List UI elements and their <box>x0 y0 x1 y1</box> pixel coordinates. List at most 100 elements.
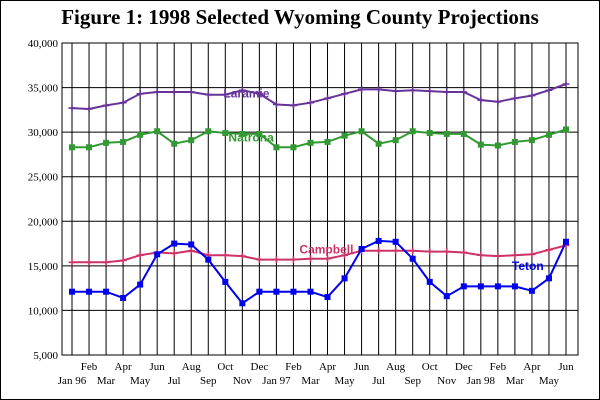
data-point <box>443 130 450 137</box>
data-point <box>511 283 518 290</box>
x-tick-label: May <box>130 375 151 387</box>
data-point <box>119 257 127 265</box>
x-tick-label: Nov <box>233 375 252 387</box>
data-point <box>273 288 280 295</box>
data-point <box>494 283 501 290</box>
x-tick-label: Nov <box>437 375 456 387</box>
data-point <box>272 256 280 264</box>
data-point <box>136 251 144 259</box>
x-tick-label: Mar <box>506 375 525 387</box>
data-point <box>392 87 400 95</box>
y-tick-label: 40,000 <box>28 38 59 50</box>
data-point <box>170 88 178 96</box>
data-point <box>324 294 331 301</box>
data-point <box>358 245 365 252</box>
data-point <box>171 140 178 147</box>
data-point <box>511 251 519 259</box>
data-point <box>255 256 263 264</box>
x-tick-label: Jun <box>150 361 166 373</box>
data-point <box>545 131 552 138</box>
data-point <box>102 258 110 266</box>
series-natrona <box>69 126 569 151</box>
data-point <box>392 247 400 255</box>
x-tick-label: Oct <box>422 361 438 373</box>
data-point <box>460 283 467 290</box>
data-point <box>154 128 161 135</box>
data-point <box>562 80 570 88</box>
x-tick-label: Dec <box>455 361 473 373</box>
data-point <box>545 275 552 282</box>
x-tick-label: May <box>334 375 355 387</box>
data-point <box>494 252 502 260</box>
x-tick-label: Jun <box>354 361 370 373</box>
data-point <box>375 85 383 93</box>
y-tick-label: 35,000 <box>28 83 59 95</box>
data-point <box>102 101 110 109</box>
data-point <box>85 105 93 113</box>
data-point <box>238 252 246 260</box>
data-point <box>120 138 127 145</box>
data-point <box>255 90 263 98</box>
data-point <box>511 138 518 145</box>
data-point <box>443 88 451 96</box>
data-point <box>409 128 416 135</box>
x-tick-label: Feb <box>81 361 98 373</box>
y-tick-label: 15,000 <box>28 261 59 273</box>
y-tick-label: 10,000 <box>28 305 59 317</box>
y-axis-tick-labels: 5,000 10,000 15,000 20,000 25,000 30,000 35,00… <box>28 38 59 362</box>
data-point <box>290 144 297 151</box>
data-point <box>460 130 467 137</box>
data-point <box>153 88 161 96</box>
data-point <box>306 255 314 263</box>
x-tick-label: Jan 97 <box>262 375 291 387</box>
data-point <box>409 86 417 94</box>
data-point <box>69 144 75 151</box>
data-point <box>221 251 229 259</box>
data-point <box>545 86 553 94</box>
data-point <box>86 288 93 295</box>
data-point <box>205 128 212 135</box>
data-point <box>137 281 144 288</box>
x-tick-label: Mar <box>97 375 116 387</box>
data-point <box>341 251 349 259</box>
data-point <box>170 249 178 257</box>
data-point <box>154 251 161 258</box>
data-point <box>460 248 468 256</box>
series-labels: Laramie Natrona Campbell Teton <box>223 87 543 273</box>
data-point <box>86 144 93 151</box>
x-tick-label: Mar <box>301 375 320 387</box>
data-point <box>188 241 195 248</box>
series-teton <box>69 237 569 307</box>
series-label-teton: Teton <box>512 259 544 273</box>
data-point <box>137 131 144 138</box>
x-tick-label: Feb <box>490 361 507 373</box>
data-point <box>85 258 93 266</box>
data-point <box>392 137 399 144</box>
data-point <box>68 258 76 266</box>
data-point <box>290 288 297 295</box>
data-point <box>426 87 434 95</box>
x-tick-label: Sep <box>404 375 421 387</box>
series-label-laramie: Laramie <box>223 87 269 101</box>
data-point <box>375 140 382 147</box>
x-axis-tick-labels: Jan 96 Mar May Jul Sep Nov Jan 97 Mar May Jul Sep N… <box>58 361 574 387</box>
data-point <box>477 96 485 104</box>
data-point <box>477 141 484 148</box>
x-tick-label: Feb <box>285 361 302 373</box>
data-point <box>426 278 433 285</box>
data-point <box>289 256 297 264</box>
plot-area <box>61 42 579 356</box>
data-point <box>103 288 110 295</box>
data-point <box>238 86 246 94</box>
data-point <box>68 104 76 112</box>
data-point <box>120 294 127 301</box>
y-tick-label: 30,000 <box>28 127 59 139</box>
data-point <box>528 92 536 100</box>
data-point <box>358 128 365 135</box>
x-tick-label: Jul <box>168 375 181 387</box>
x-tick-label: Jan 98 <box>467 375 496 387</box>
chart-title: Figure 1: 1998 Selected Wyoming County P… <box>61 5 539 29</box>
data-point <box>341 132 348 139</box>
data-point <box>426 130 433 137</box>
